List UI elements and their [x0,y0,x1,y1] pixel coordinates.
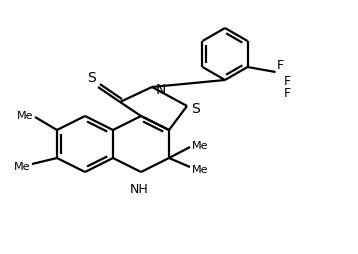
Text: NH: NH [130,182,148,195]
Text: Me: Me [16,110,33,121]
Text: S: S [87,71,96,85]
Text: F: F [284,74,291,87]
Text: Me: Me [192,140,208,150]
Text: Me: Me [14,161,30,171]
Text: F: F [284,86,291,99]
Text: S: S [191,102,200,116]
Text: Me: Me [192,164,208,174]
Text: F: F [276,59,284,72]
Text: N: N [156,83,166,97]
